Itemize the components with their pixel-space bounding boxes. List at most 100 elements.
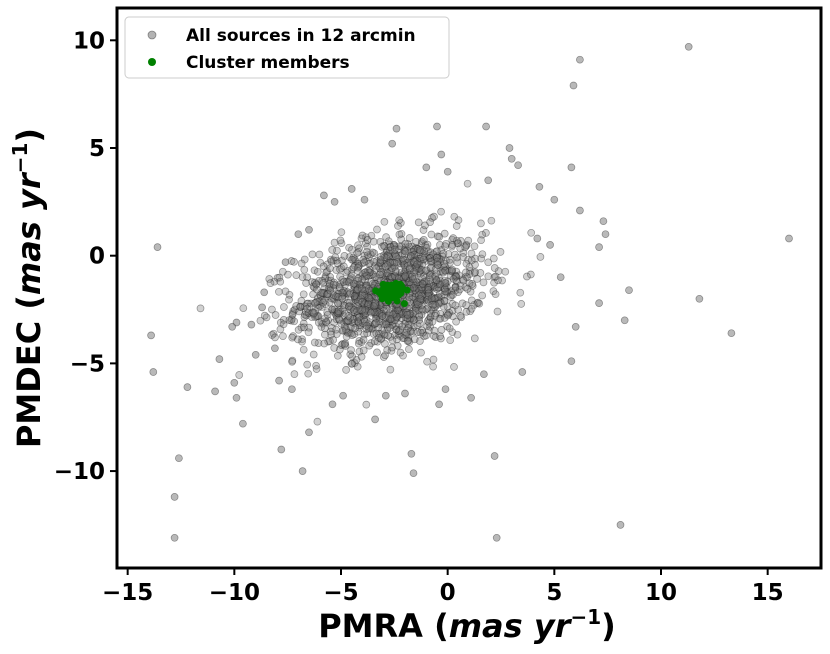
data-point-all-sources <box>340 322 349 331</box>
data-point-all-sources <box>275 287 283 296</box>
data-point-all-sources <box>427 309 435 318</box>
data-point-all-sources <box>342 332 351 341</box>
data-point-all-sources <box>501 267 510 276</box>
data-point-all-sources <box>448 328 457 337</box>
data-point-all-sources <box>459 249 468 257</box>
data-point-all-sources <box>354 262 363 271</box>
data-point-all-sources <box>308 308 317 317</box>
data-point-all-sources <box>345 253 354 261</box>
data-point-all-sources <box>352 302 361 311</box>
data-point-all-sources <box>421 283 429 292</box>
data-point-all-sources <box>370 257 378 266</box>
data-point-all-sources <box>333 259 342 268</box>
data-point-all-sources <box>436 310 445 318</box>
data-point-all-sources <box>431 294 440 303</box>
data-point-all-sources <box>393 306 402 314</box>
data-point-all-sources <box>376 255 385 264</box>
data-point-all-sources <box>443 322 452 331</box>
data-point-all-sources <box>471 254 480 263</box>
data-point-all-sources <box>468 280 477 288</box>
data-point-all-sources <box>355 323 364 332</box>
data-point-all-sources <box>375 330 383 338</box>
legend-label-cluster-members: Cluster members <box>186 53 350 73</box>
data-point-all-sources <box>400 261 409 270</box>
data-point-all-sources <box>298 467 307 475</box>
data-point-all-sources <box>262 313 271 322</box>
data-point-all-sources <box>373 348 381 357</box>
data-point-all-sources <box>434 279 442 288</box>
data-point-all-sources <box>341 281 349 290</box>
data-point-all-sources <box>363 300 371 309</box>
data-point-all-sources <box>297 323 306 332</box>
data-point-all-sources <box>346 313 354 322</box>
data-point-all-sources <box>442 256 450 265</box>
data-point-all-sources <box>451 282 460 291</box>
data-point-all-sources <box>354 301 363 310</box>
data-point-all-sources <box>353 267 362 275</box>
data-point-all-sources <box>322 318 331 327</box>
data-point-all-sources <box>371 415 379 424</box>
data-point-all-sources <box>474 298 483 307</box>
data-point-all-sources <box>412 303 420 312</box>
data-point-all-sources <box>423 322 431 331</box>
data-point-all-sources <box>456 281 465 290</box>
data-point-all-sources <box>297 259 306 268</box>
data-point-all-sources <box>423 285 432 294</box>
data-point-all-sources <box>394 330 403 339</box>
data-point-all-sources <box>290 317 299 326</box>
data-point-all-sources <box>298 337 306 346</box>
data-point-all-sources <box>365 259 373 268</box>
data-point-all-sources <box>452 267 461 276</box>
data-point-all-sources <box>595 243 603 251</box>
data-point-all-sources <box>415 300 424 309</box>
data-point-all-sources <box>290 257 298 266</box>
data-point-all-sources <box>464 256 473 264</box>
data-point-all-sources <box>423 287 432 296</box>
data-point-all-sources <box>436 267 445 275</box>
data-point-all-sources <box>430 303 439 312</box>
data-point-all-sources <box>397 242 406 251</box>
x-tick-label: 15 <box>752 580 784 606</box>
data-point-all-sources <box>319 279 328 287</box>
data-point-all-sources <box>299 290 308 299</box>
data-point-all-sources <box>356 321 365 330</box>
data-point-all-sources <box>393 314 401 322</box>
data-point-all-sources <box>431 283 440 291</box>
y-tick-label: 0 <box>89 244 105 270</box>
data-point-all-sources <box>425 274 434 282</box>
data-point-all-sources <box>354 318 363 327</box>
data-point-all-sources <box>312 361 320 370</box>
data-point-all-sources <box>364 287 373 296</box>
data-point-all-sources <box>409 314 417 322</box>
data-point-all-sources <box>464 236 473 245</box>
data-point-all-sources <box>436 314 445 323</box>
data-point-all-sources <box>454 305 462 314</box>
data-point-all-sources <box>367 297 376 306</box>
data-point-all-sources <box>453 330 462 339</box>
data-point-all-sources <box>388 258 397 267</box>
data-point-all-sources <box>342 277 351 286</box>
data-point-all-sources <box>405 242 413 251</box>
data-point-all-sources <box>369 302 378 311</box>
data-point-all-sources <box>310 338 319 347</box>
data-point-all-sources <box>378 326 386 335</box>
data-point-all-sources <box>356 316 365 324</box>
data-point-all-sources <box>352 296 360 304</box>
data-point-all-sources <box>437 255 445 264</box>
data-point-all-sources <box>280 303 288 311</box>
data-point-all-sources <box>294 230 303 239</box>
data-point-all-sources <box>435 254 444 263</box>
data-point-all-sources <box>458 299 467 308</box>
data-point-all-sources <box>363 271 371 280</box>
data-point-all-sources <box>288 357 296 366</box>
data-point-all-sources <box>411 286 419 295</box>
data-point-all-sources <box>373 307 382 316</box>
data-point-all-sources <box>451 283 460 292</box>
data-point-all-sources <box>372 303 381 312</box>
data-point-all-sources <box>426 282 434 290</box>
data-point-all-sources <box>349 253 358 262</box>
data-point-all-sources <box>364 301 372 309</box>
data-point-all-sources <box>386 315 395 323</box>
data-point-all-sources <box>361 276 370 285</box>
